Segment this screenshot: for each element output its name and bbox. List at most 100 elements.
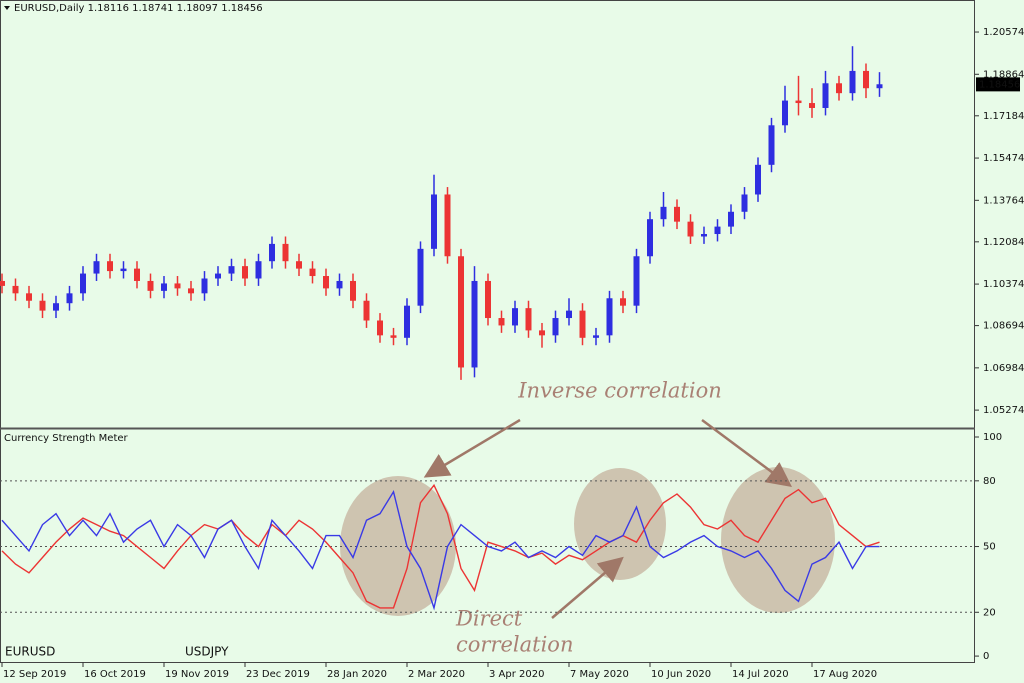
candle-body	[525, 308, 532, 331]
legend-label: EURUSD	[5, 645, 55, 659]
candle-body	[431, 194, 437, 249]
x-tick-label: 17 Aug 2020	[813, 669, 877, 680]
candle-body	[80, 273, 86, 294]
candle-body	[471, 280, 478, 368]
y-tick-label: 1.17184	[983, 111, 1024, 122]
arrows	[423, 418, 793, 619]
candle-body	[498, 318, 505, 326]
candle-body	[107, 261, 113, 272]
candle-body	[0, 280, 5, 286]
candle-body	[444, 194, 451, 257]
x-tick-label: 28 Jan 2020	[327, 669, 387, 680]
y-tick-label: 1.15474	[983, 153, 1024, 164]
candle-body	[161, 283, 167, 291]
arrow	[423, 418, 521, 478]
y-tick-label: 0	[983, 651, 989, 662]
candle-body	[701, 234, 707, 237]
candle-body	[579, 310, 586, 338]
y-tick-label: 1.10374	[983, 279, 1024, 290]
candle-body	[552, 318, 559, 336]
y-tick-label: 80	[983, 476, 996, 487]
candle-body	[620, 298, 626, 306]
candle-body	[26, 293, 32, 301]
arrow	[701, 418, 793, 487]
last-price-label: 1.18456	[979, 79, 1020, 90]
candle-body	[714, 226, 721, 235]
candle-body	[458, 256, 464, 368]
candle-body	[134, 268, 140, 281]
candle-body	[404, 305, 410, 338]
candle-body	[417, 248, 424, 306]
candle-body	[201, 278, 208, 294]
candle-body	[188, 288, 194, 294]
highlight-ellipse	[574, 468, 666, 580]
y-tick-label: 1.08694	[983, 321, 1024, 332]
annotation: correlation	[456, 633, 573, 657]
candle-body	[323, 276, 329, 289]
candle-body	[485, 280, 491, 319]
candle-body	[93, 261, 100, 274]
candle-body	[741, 194, 748, 212]
y-tick-label: 1.12084	[983, 237, 1024, 248]
x-tick-label: 7 May 2020	[570, 669, 629, 680]
candle-body	[53, 303, 59, 311]
candle-body	[782, 100, 788, 126]
candle-body	[755, 164, 761, 195]
arrow	[551, 556, 624, 619]
candle-body	[255, 261, 262, 279]
candle-body	[809, 103, 815, 108]
y-tick-label: 100	[983, 432, 1002, 443]
candle-body	[350, 280, 356, 301]
y-tick-label: 1.18864	[983, 69, 1024, 80]
x-tick-label: 10 Jun 2020	[651, 669, 711, 680]
y-tick-label: 1.06984	[983, 363, 1024, 374]
candle-body	[12, 285, 19, 294]
candle-body	[795, 100, 802, 104]
candle-body	[269, 243, 275, 262]
candle-body	[39, 300, 46, 311]
candle-body	[309, 268, 316, 277]
candle-body	[228, 266, 235, 274]
annotation: Direct	[455, 607, 523, 631]
highlight-ellipse	[340, 476, 456, 616]
y-tick-label: 1.20574	[983, 27, 1024, 38]
candle-body	[174, 283, 181, 289]
menu-arrow	[4, 6, 10, 10]
x-tick-label: 3 Apr 2020	[489, 669, 544, 680]
highlights	[340, 467, 835, 616]
legend-label: USDJPY	[185, 645, 229, 659]
candle-body	[377, 320, 383, 336]
candle-body	[836, 83, 842, 94]
candle-body	[606, 298, 613, 336]
candle-body	[242, 266, 248, 279]
candle-body	[282, 243, 289, 262]
x-tick-label: 2 Mar 2020	[408, 669, 465, 680]
candle-body	[120, 268, 127, 272]
candle-body	[539, 330, 545, 336]
candle-body	[863, 70, 869, 89]
chart-title: EURUSD,Daily 1.18116 1.18741 1.18097 1.1…	[14, 3, 263, 14]
candle-body	[66, 293, 73, 304]
candle-body	[593, 335, 599, 338]
candle-body	[296, 261, 302, 269]
candle-body	[512, 308, 518, 326]
last-price-tag	[976, 77, 1020, 92]
candle-body	[674, 206, 680, 222]
candle-body	[147, 280, 154, 291]
series-line	[1, 489, 880, 611]
candle-body	[660, 206, 667, 220]
x-tick-label: 16 Oct 2019	[84, 669, 146, 680]
highlight-ellipse	[721, 467, 835, 613]
series-line	[1, 483, 880, 609]
y-tick-label: 1.13764	[983, 195, 1024, 206]
x-tick-label: 23 Dec 2019	[246, 669, 310, 680]
x-tick-label: 12 Sep 2019	[3, 669, 66, 680]
y-tick-label: 20	[983, 607, 996, 618]
candle-body	[390, 335, 397, 338]
x-tick-label: 14 Jul 2020	[732, 669, 789, 680]
candle-body	[215, 273, 221, 279]
candle-body	[876, 84, 883, 89]
candle-body	[687, 221, 694, 237]
